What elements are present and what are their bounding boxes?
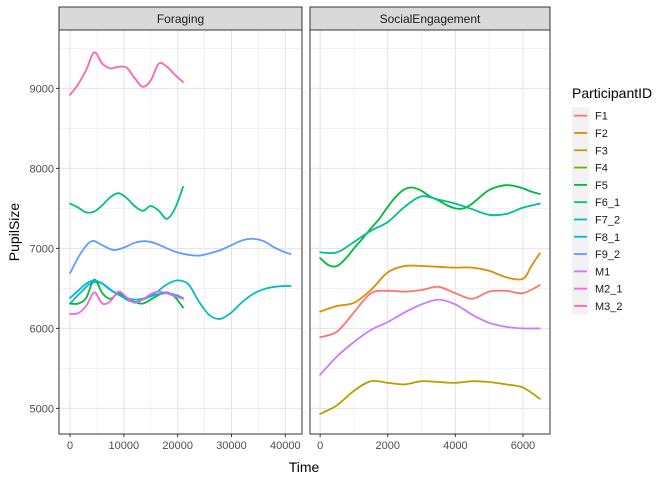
x-tick-label: 10000 — [109, 440, 140, 452]
legend-label-m3-2: M3_2 — [595, 301, 623, 313]
strip-label-foraging: Foraging — [157, 12, 204, 26]
legend-label-f2: F2 — [595, 128, 608, 140]
y-axis-title: PupilSize — [6, 203, 22, 262]
legend-label-f3: F3 — [595, 145, 608, 157]
legend-label-f4: F4 — [595, 163, 608, 175]
series-line-m2-1 — [69, 290, 184, 315]
x-tick-label: 40000 — [270, 440, 301, 452]
legend-label-f8-1: F8_1 — [595, 232, 620, 244]
y-axis: 5000 6000 7000 8000 9000 — [30, 83, 59, 415]
x-axis-socialengagement: 0 2000 4000 6000 — [317, 434, 535, 452]
panel-border-foraging — [58, 29, 303, 435]
series-line-f1 — [319, 284, 541, 339]
legend-label-f6-1: F6_1 — [595, 197, 620, 209]
x-tick-label: 6000 — [511, 440, 535, 452]
series-line-f2 — [319, 252, 541, 313]
legend-items: F1 F2 F3 F4 F5 F6_1 F7_2 F8_1 F9_2 M1 M2_1 M3_2 — [572, 107, 623, 315]
x-tick-label: 2000 — [376, 440, 400, 452]
strip-label-socialengagement: SocialEngagement — [380, 12, 481, 26]
legend-title: ParticipantID — [572, 85, 652, 101]
series-line-m1 — [319, 298, 541, 376]
series-line-f9-2 — [69, 237, 292, 275]
legend-label-f9-2: F9_2 — [595, 249, 620, 261]
y-tick-label: 7000 — [30, 243, 54, 255]
series-line-f3 — [319, 379, 541, 415]
x-axis-title: Time — [289, 459, 320, 475]
panel-background — [59, 30, 302, 434]
x-tick-label: 20000 — [162, 440, 193, 452]
series-line-f6-1 — [69, 185, 184, 220]
y-tick-label: 9000 — [30, 83, 54, 95]
x-tick-label: 30000 — [216, 440, 247, 452]
grid-socialengagement — [310, 30, 550, 434]
legend-label-f7-2: F7_2 — [595, 214, 620, 226]
series-lines-socialengagement — [319, 184, 541, 415]
legend-label-m2-1: M2_1 — [595, 284, 623, 296]
legend-label-f1: F1 — [595, 111, 608, 123]
x-tick-label: 0 — [67, 440, 73, 452]
series-lines-foraging — [69, 51, 292, 320]
panel-background — [310, 30, 550, 434]
x-axis-foraging: 0 10000 20000 30000 40000 — [67, 434, 301, 452]
y-tick-label: 5000 — [30, 403, 54, 415]
x-tick-label: 0 — [317, 440, 323, 452]
series-line-m3-2 — [69, 51, 184, 96]
panel-border-socialengagement — [309, 29, 551, 435]
x-tick-label: 4000 — [443, 440, 467, 452]
panel-foraging: Foraging 0 10000 20000 30000 40000 5000 6000 7… — [30, 6, 303, 452]
y-tick-label: 6000 — [30, 323, 54, 335]
grid-foraging — [59, 30, 302, 434]
y-tick-label: 8000 — [30, 163, 54, 175]
legend-label-m1: M1 — [595, 266, 610, 278]
legend: ParticipantID F1 F2 F3 F4 F5 F6_1 F7_2 F8_1 F9_2… — [572, 85, 652, 315]
panel-socialengagement: SocialEngagement 0 2000 4000 6000 — [309, 6, 551, 452]
legend-label-f5: F5 — [595, 180, 608, 192]
series-line-f6-1 — [319, 195, 541, 255]
